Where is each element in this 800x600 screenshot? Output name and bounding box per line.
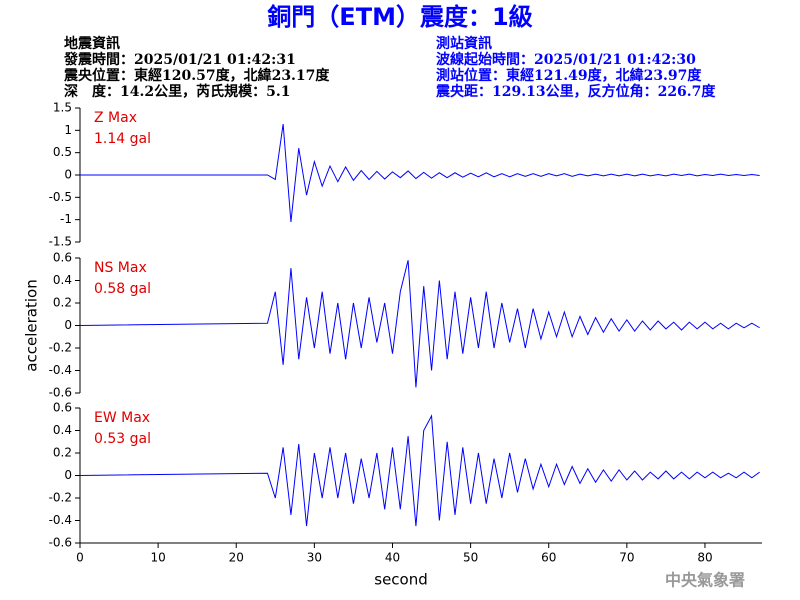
y-tick-label: 1.5 (53, 101, 72, 115)
info-line: 震央位置：東經120.57度，北緯23.17度 (63, 67, 330, 84)
y-axis-label: acceleration (23, 279, 41, 371)
x-axis-label: second (374, 571, 428, 589)
y-tick-label: -0.5 (49, 190, 72, 204)
y-tick-label: -1.5 (49, 235, 72, 249)
y-tick-label: 0.2 (53, 446, 72, 460)
max-label: 0.53 gal (94, 431, 151, 447)
x-tick-label: 30 (307, 551, 322, 565)
y-tick-label: 1 (64, 123, 72, 137)
y-tick-label: 0.6 (53, 251, 72, 265)
info-line: 發震時間：2025/01/21 01:42:31 (63, 51, 296, 68)
station-heading: 測站資訊 (436, 35, 492, 52)
station-line: 波線起始時間：2025/01/21 01:42:30 (436, 51, 696, 68)
footer: 中央氣象署 (665, 571, 745, 590)
y-tick-label: 0.4 (53, 273, 72, 287)
y-tick-label: 0 (64, 468, 72, 482)
y-tick-label: 0 (64, 168, 72, 182)
info-line: 深 度：14.2公里，芮氏規模：5.1 (64, 83, 290, 100)
channel-label: NS Max (94, 260, 147, 276)
x-tick-label: 0 (76, 551, 84, 565)
y-tick-label: 0.6 (53, 401, 72, 415)
x-tick-label: 10 (150, 551, 165, 565)
y-tick-label: -0.6 (49, 386, 72, 400)
station-line: 測站位置：東經121.49度，北緯23.97度 (436, 67, 702, 84)
waveform (79, 414, 760, 527)
channel-label: EW Max (94, 410, 150, 426)
x-tick-label: 50 (463, 551, 478, 565)
max-label: 0.58 gal (94, 281, 151, 297)
y-tick-label: 0.5 (53, 145, 72, 159)
x-tick-label: 20 (229, 551, 244, 565)
y-tick-label: -0.2 (49, 491, 72, 505)
y-tick-label: 0.2 (53, 296, 72, 310)
waveform (79, 260, 760, 388)
y-tick-label: 0 (64, 318, 72, 332)
x-tick-label: 80 (697, 551, 712, 565)
info-heading: 地震資訊 (64, 35, 120, 52)
y-tick-label: -0.2 (49, 341, 72, 355)
y-tick-label: -0.4 (49, 363, 72, 377)
station-line: 震央距：129.13公里，反方位角：226.7度 (435, 83, 716, 100)
x-tick-label: 60 (541, 551, 556, 565)
waveform (80, 124, 760, 222)
x-tick-label: 40 (385, 551, 400, 565)
y-tick-label: 0.4 (53, 423, 72, 437)
channel-label: Z Max (94, 110, 137, 126)
y-tick-label: -0.6 (49, 536, 72, 550)
y-tick-label: -1 (60, 212, 72, 226)
x-tick-label: 70 (619, 551, 634, 565)
page-title: 銅門（ETM）震度：1級 (267, 3, 532, 31)
max-label: 1.14 gal (94, 131, 151, 147)
y-tick-label: -0.4 (49, 513, 72, 527)
